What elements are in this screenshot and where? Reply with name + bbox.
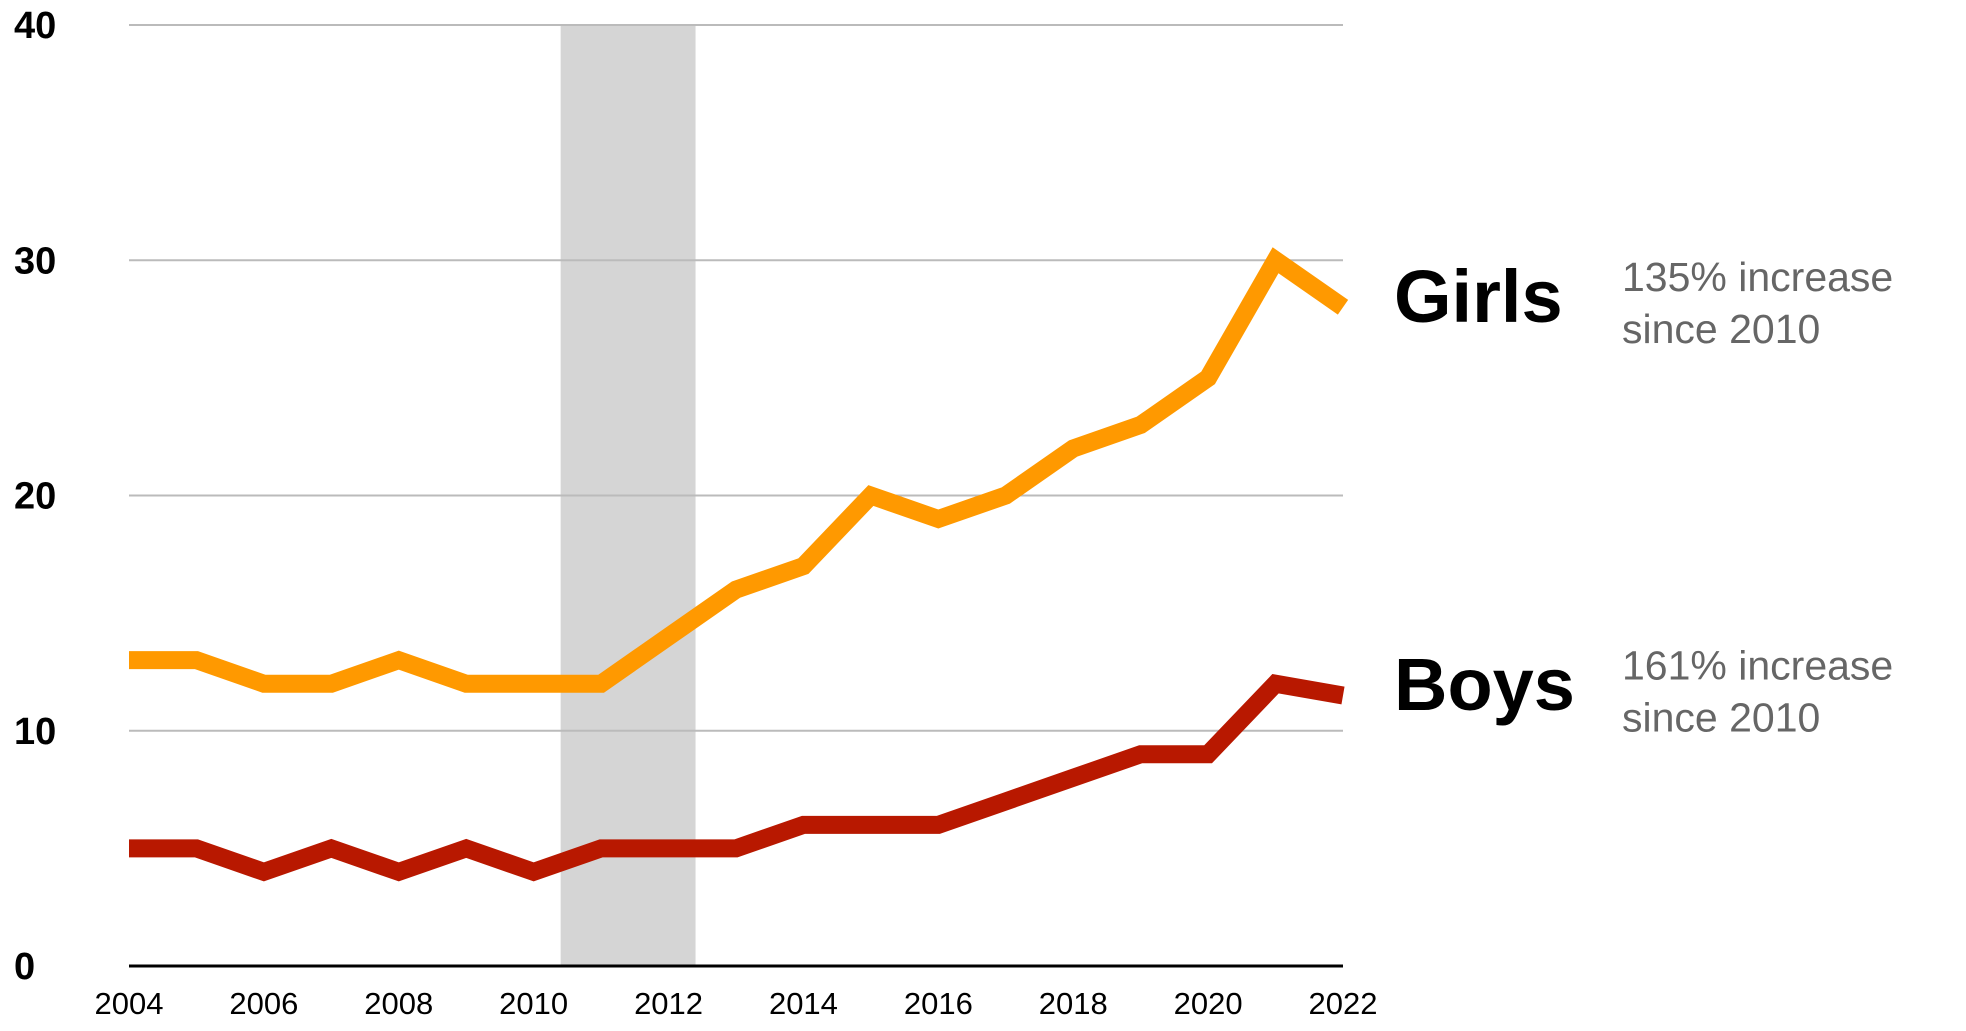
y-tick-label: 20 xyxy=(14,476,56,518)
annotation: 161% increase xyxy=(1622,642,1893,688)
x-tick-label: 2004 xyxy=(95,986,164,1021)
y-tick-label: 30 xyxy=(14,240,56,282)
x-tick-label: 2014 xyxy=(769,986,838,1021)
y-tick-label: 10 xyxy=(14,711,56,753)
x-tick-label: 2022 xyxy=(1309,986,1378,1021)
line-series xyxy=(129,247,1349,693)
annotation: 135% increase xyxy=(1622,254,1893,300)
x-tick-label: 2018 xyxy=(1039,986,1108,1021)
x-tick-label: 2006 xyxy=(229,986,298,1021)
series-label: Boys xyxy=(1394,643,1575,726)
x-tick-label: 2010 xyxy=(499,986,568,1021)
annotation: since 2010 xyxy=(1622,306,1820,352)
y-tick-label: 0 xyxy=(14,946,35,988)
x-tick-label: 2016 xyxy=(904,986,973,1021)
x-tick-label: 2020 xyxy=(1174,986,1243,1021)
series-label: Girls xyxy=(1394,255,1563,338)
x-tick-label: 2008 xyxy=(364,986,433,1021)
x-tick-label: 2012 xyxy=(634,986,703,1021)
y-tick-label: 40 xyxy=(14,5,56,47)
annotation: since 2010 xyxy=(1622,694,1820,740)
line-series xyxy=(129,674,1345,882)
